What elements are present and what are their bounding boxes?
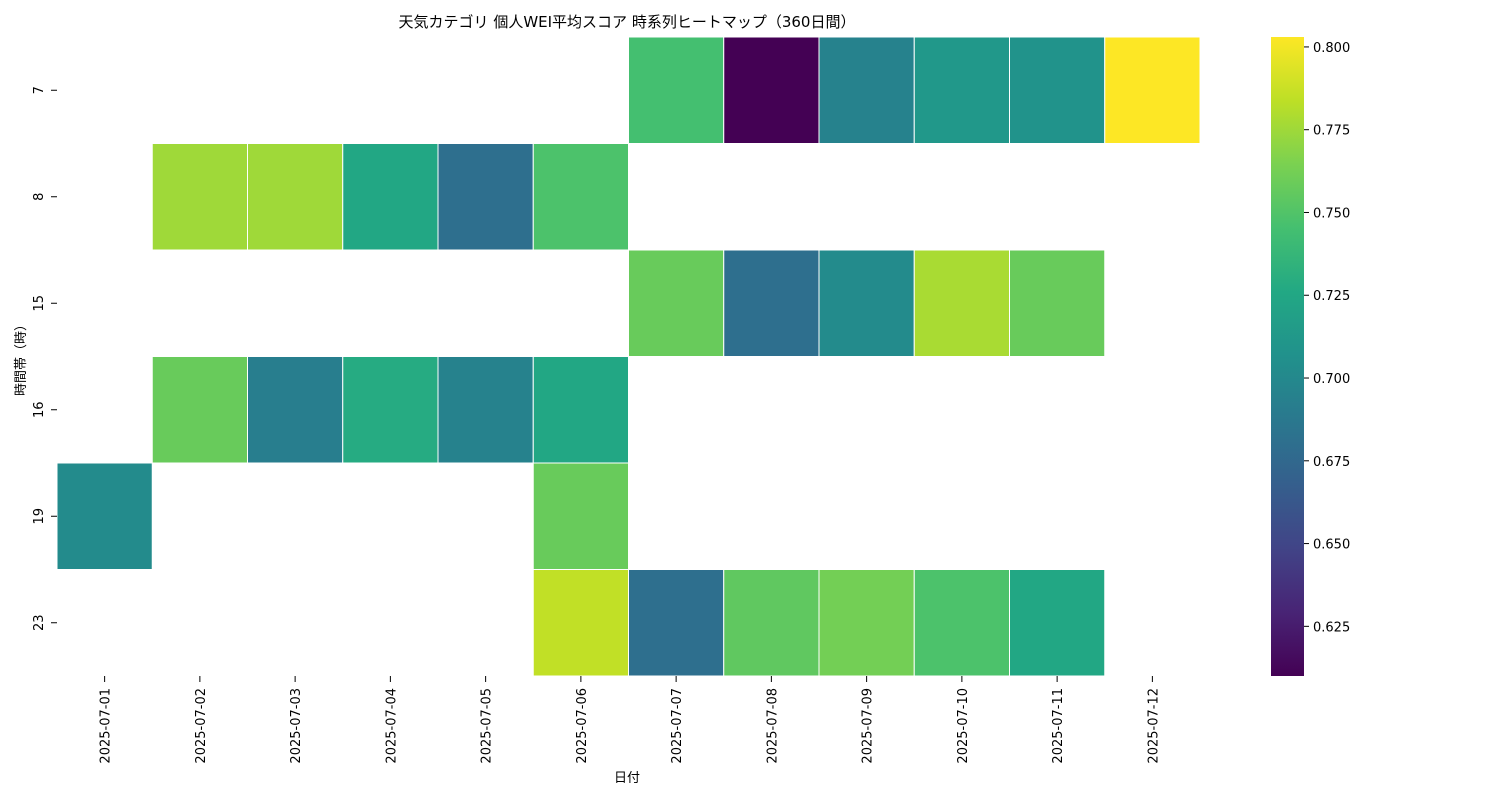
heatmap-cell-15-2025-07-07 [628,249,725,357]
heatmap-cell-15-2025-07-09 [818,249,915,357]
y-tick-label: 23 [32,614,47,631]
x-tick-label: 2025-07-12 [1146,688,1161,764]
colorbar-ticks: 0.625 0.650 0.675 0.700 0.725 0.750 0.775 0.800 [1304,41,1350,635]
heatmap-cell-7-2025-07-07 [628,36,725,144]
heatmap-cell-15-2025-07-11 [1009,249,1106,357]
heatmap-cell-23-2025-07-09 [818,569,915,677]
heatmap-cell-16-2025-07-02 [151,356,248,464]
colorbar-tick-label: 0.725 [1313,289,1350,304]
heatmap-cells [56,36,1201,677]
x-axis-label: 日付 [614,771,640,786]
colorbar-tick-label: 0.800 [1313,41,1350,56]
colorbar [1271,37,1304,676]
x-tick-label: 2025-07-06 [575,688,590,764]
x-tick-label: 2025-07-05 [480,688,495,764]
heatmap-cell-8-2025-07-06 [532,143,629,251]
heatmap-cell-8-2025-07-04 [342,143,439,251]
heatmap-cell-7-2025-07-12 [1104,36,1201,144]
y-axis-label: 時間帯（時） [14,318,29,396]
x-tick-label: 2025-07-04 [384,688,399,764]
x-tick-label: 2025-07-07 [670,688,685,764]
y-tick-label: 19 [32,508,47,525]
heatmap-cell-7-2025-07-11 [1009,36,1106,144]
colorbar-tick-label: 0.650 [1313,538,1350,553]
y-axis-ticks: 7 8 15 16 19 23 [32,86,57,631]
heatmap-cell-15-2025-07-10 [913,249,1010,357]
heatmap-cell-15-2025-07-08 [723,249,820,357]
x-tick-label: 2025-07-10 [956,688,971,764]
heatmap-cell-16-2025-07-06 [532,356,629,464]
heatmap-cell-7-2025-07-08 [723,36,820,144]
heatmap-cell-8-2025-07-05 [437,143,534,251]
x-tick-label: 2025-07-08 [765,688,780,764]
heatmap-cell-19-2025-07-01 [56,462,153,570]
heatmap-cell-23-2025-07-11 [1009,569,1106,677]
y-tick-label: 7 [32,86,47,94]
heatmap-cell-23-2025-07-07 [628,569,725,677]
colorbar-tick-label: 0.625 [1313,620,1350,635]
x-tick-label: 2025-07-03 [289,688,304,764]
x-tick-label: 2025-07-09 [861,688,876,764]
heatmap-cell-23-2025-07-06 [532,569,629,677]
heatmap-cell-7-2025-07-09 [818,36,915,144]
heatmap-cell-8-2025-07-02 [151,143,248,251]
y-tick-label: 16 [32,401,47,418]
colorbar-tick-label: 0.775 [1313,124,1350,139]
colorbar-tick-label: 0.750 [1313,206,1350,221]
heatmap-cell-16-2025-07-03 [247,356,344,464]
x-tick-label: 2025-07-02 [194,688,209,764]
heatmap-cell-23-2025-07-10 [913,569,1010,677]
chart-title: 天気カテゴリ 個人WEI平均スコア 時系列ヒートマップ（360日間） [399,13,856,31]
colorbar-tick-label: 0.700 [1313,372,1350,387]
x-tick-label: 2025-07-01 [99,688,114,764]
heatmap-cell-16-2025-07-04 [342,356,439,464]
colorbar-tick-label: 0.675 [1313,455,1350,470]
heatmap-cell-23-2025-07-08 [723,569,820,677]
heatmap-cell-8-2025-07-03 [247,143,344,251]
x-tick-label: 2025-07-11 [1051,688,1066,764]
heatmap-cell-7-2025-07-10 [913,36,1010,144]
y-tick-label: 15 [32,295,47,312]
heatmap-cell-19-2025-07-06 [532,462,629,570]
heatmap-cell-16-2025-07-05 [437,356,534,464]
y-tick-label: 8 [32,193,47,201]
x-axis-ticks: 2025-07-01 2025-07-02 2025-07-03 2025-07-04… [99,676,1161,764]
